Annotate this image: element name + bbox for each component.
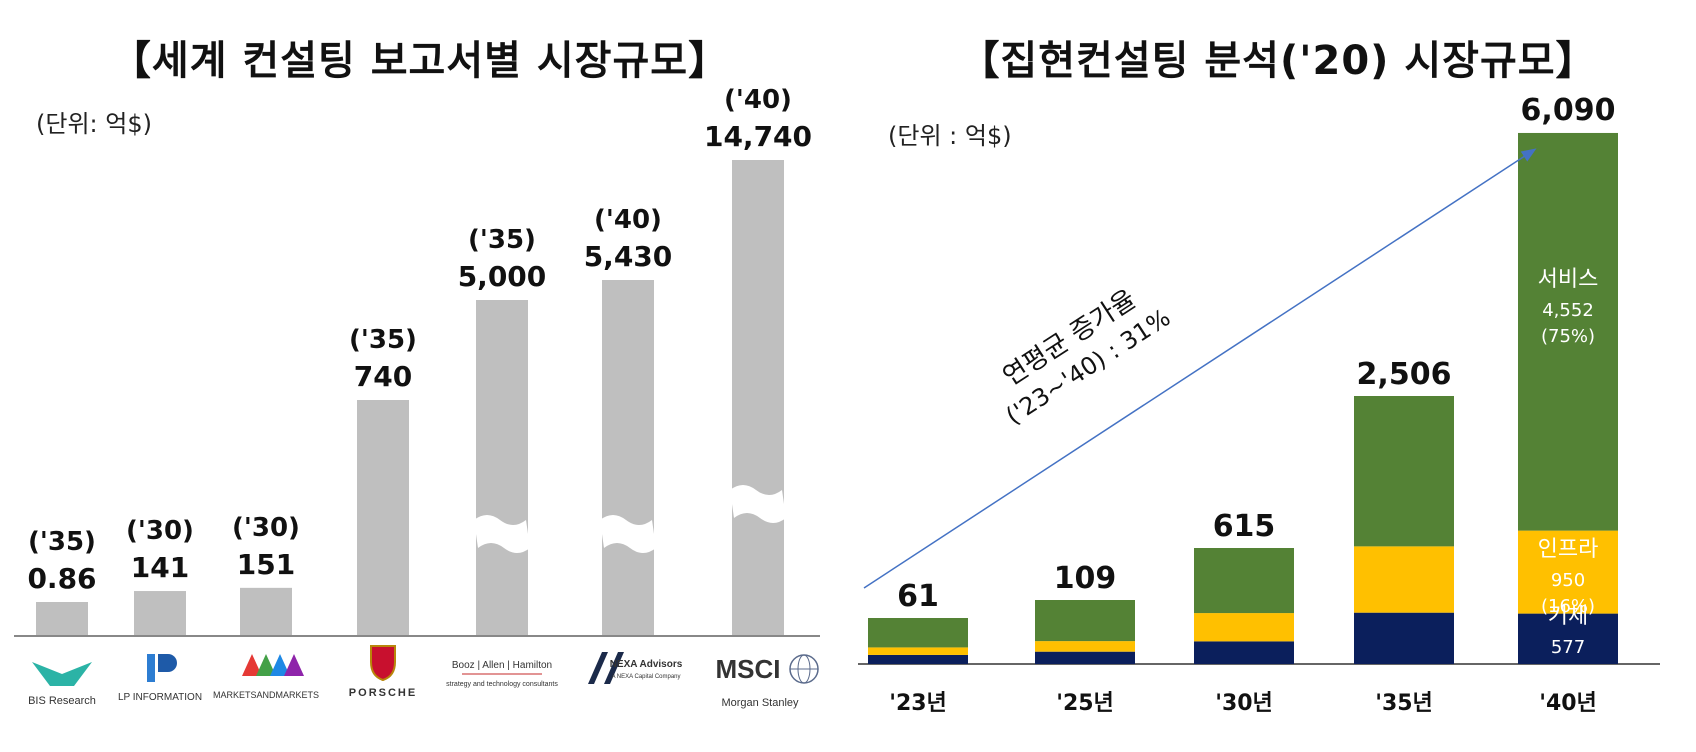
left-chart-title: 【세계 컨설팅 보고서별 시장규모】 — [110, 38, 730, 84]
bar-5 — [602, 280, 654, 636]
value-label-4: 5,000 — [458, 260, 547, 293]
logo-sub-4: strategy and technology consultants — [446, 681, 558, 688]
value-label-6: 14,740 — [704, 120, 812, 153]
year-label-5: ('40) — [594, 205, 662, 235]
bar-3-서비스 — [1354, 396, 1454, 547]
logo-name-2: MARKETSANDMARKETS — [213, 690, 319, 700]
logo-4: Booz | Allen | Hamilton strategy and tech… — [446, 660, 558, 688]
bar-4-인프라 — [1518, 530, 1618, 614]
owl-icon — [32, 662, 92, 686]
year-label-6: ('40) — [724, 85, 792, 115]
x-tick-1: '25년 — [1056, 691, 1114, 716]
bar-0-서비스 — [868, 618, 968, 648]
mountain-icon — [242, 654, 262, 676]
year-label-2: ('30) — [232, 513, 300, 543]
year-label-1: ('30) — [126, 516, 194, 546]
x-tick-3: '35년 — [1375, 691, 1433, 716]
bar-3 — [357, 400, 409, 636]
mountain-icon — [256, 654, 276, 676]
left-unit-label: (단위: 억$) — [36, 110, 152, 138]
bar-0 — [36, 602, 88, 636]
year-label-0: ('35) — [28, 527, 96, 557]
total-label-3: 2,506 — [1357, 357, 1452, 392]
year-label-4: ('35) — [468, 225, 536, 255]
value-label-2: 151 — [237, 548, 295, 581]
bar-4-기체 — [1518, 613, 1618, 664]
segment-name-2: 서비스 — [1538, 267, 1599, 292]
axis-break-5 — [600, 515, 656, 553]
logo-name-0: BIS Research — [28, 695, 96, 707]
bar-2 — [240, 587, 292, 636]
axis-break-6 — [730, 485, 786, 523]
value-label-5: 5,430 — [584, 240, 673, 273]
segment-pct-0: (9%) — [1547, 663, 1590, 684]
right-stacked-bar-chart: 61 '23년 109 '25년 615 '30년 2,506 '35년 6,090 '40년 기체… — [858, 93, 1660, 716]
logo-name-3: PORSCHE — [349, 687, 417, 699]
value-label-1: 141 — [131, 551, 189, 584]
left-chart-panel: 【세계 컨설팅 보고서별 시장규모】 (단위: 억$) ('35) 0.86 ('3… — [0, 0, 840, 752]
bar-2-서비스 — [1194, 548, 1294, 614]
logo-name-5: NEXA Advisors — [610, 659, 683, 670]
logo-5: NEXA Advisors A NEXA Capital Company — [588, 652, 683, 684]
axis-break-4 — [474, 515, 530, 553]
segment-value-0: 577 — [1551, 637, 1585, 658]
logo-name-1: LP INFORMATION — [118, 692, 202, 703]
bar-1-인프라 — [1035, 641, 1135, 652]
right-chart-title: 【집현컨설팅 분석('20) 시장규모】 — [959, 38, 1597, 84]
right-unit-label: (단위 : 억$) — [888, 122, 1012, 150]
segment-pct-2: (75%) — [1541, 326, 1595, 347]
cagr-label: 연평균 증가율('23~'40) : 31% — [998, 284, 1176, 430]
bar-3-기체 — [1354, 612, 1454, 664]
mountain-icon — [270, 654, 290, 676]
bar-0-기체 — [868, 654, 968, 664]
logo-2: MARKETSANDMARKETS — [213, 654, 319, 700]
bar-1 — [134, 591, 186, 636]
bar-2-기체 — [1194, 641, 1294, 664]
logo-0: BIS Research — [28, 662, 96, 707]
total-label-2: 615 — [1213, 509, 1276, 544]
right-chart-panel: 【집현컨설팅 분석('20) 시장규모】 (단위 : 억$) 61 '23년 109… — [858, 0, 1696, 752]
logo-sub-6: Morgan Stanley — [721, 697, 799, 709]
total-label-4: 6,090 — [1521, 93, 1616, 128]
total-label-0: 61 — [897, 579, 939, 614]
segment-name-1: 인프라 — [1538, 537, 1599, 562]
year-label-3: ('35) — [349, 325, 417, 355]
logo-name-4: Booz | Allen | Hamilton — [452, 660, 552, 671]
lp-icon — [147, 654, 155, 682]
bar-0-인프라 — [868, 647, 968, 655]
segment-pct-1: (16%) — [1541, 596, 1595, 617]
logo-sub-5: A NEXA Capital Company — [611, 674, 680, 680]
porsche-crest-icon — [370, 645, 396, 682]
x-tick-4: '40년 — [1539, 691, 1597, 716]
bar-4-서비스 — [1518, 132, 1618, 531]
value-label-0: 0.86 — [27, 562, 96, 595]
bar-3-인프라 — [1354, 546, 1454, 613]
logo-3: PORSCHE — [349, 645, 417, 699]
mountain-icon — [284, 654, 304, 676]
segment-name-0: 기체 — [1548, 604, 1588, 629]
left-bar-chart: ('35) 0.86 ('30) 141 ('30) 151 ('35) 740 ('35) 5,… — [14, 85, 820, 709]
value-label-3: 740 — [354, 360, 412, 393]
nexa-icon — [588, 652, 624, 684]
cagr-arrow — [863, 148, 1537, 589]
bar-6 — [732, 160, 784, 636]
bar-4 — [476, 300, 528, 636]
logo-6: MSCI Morgan Stanley — [716, 654, 819, 709]
x-tick-0: '23년 — [889, 691, 947, 716]
segment-value-2: 4,552 — [1542, 300, 1594, 321]
logo-1: LP INFORMATION — [118, 654, 202, 703]
bar-1-서비스 — [1035, 600, 1135, 642]
logo-name-6: MSCI — [716, 654, 781, 684]
bar-1-기체 — [1035, 651, 1135, 664]
segment-value-1: 950 — [1551, 570, 1585, 591]
x-tick-2: '30년 — [1215, 691, 1273, 716]
total-label-1: 109 — [1054, 561, 1117, 596]
bar-2-인프라 — [1194, 613, 1294, 642]
